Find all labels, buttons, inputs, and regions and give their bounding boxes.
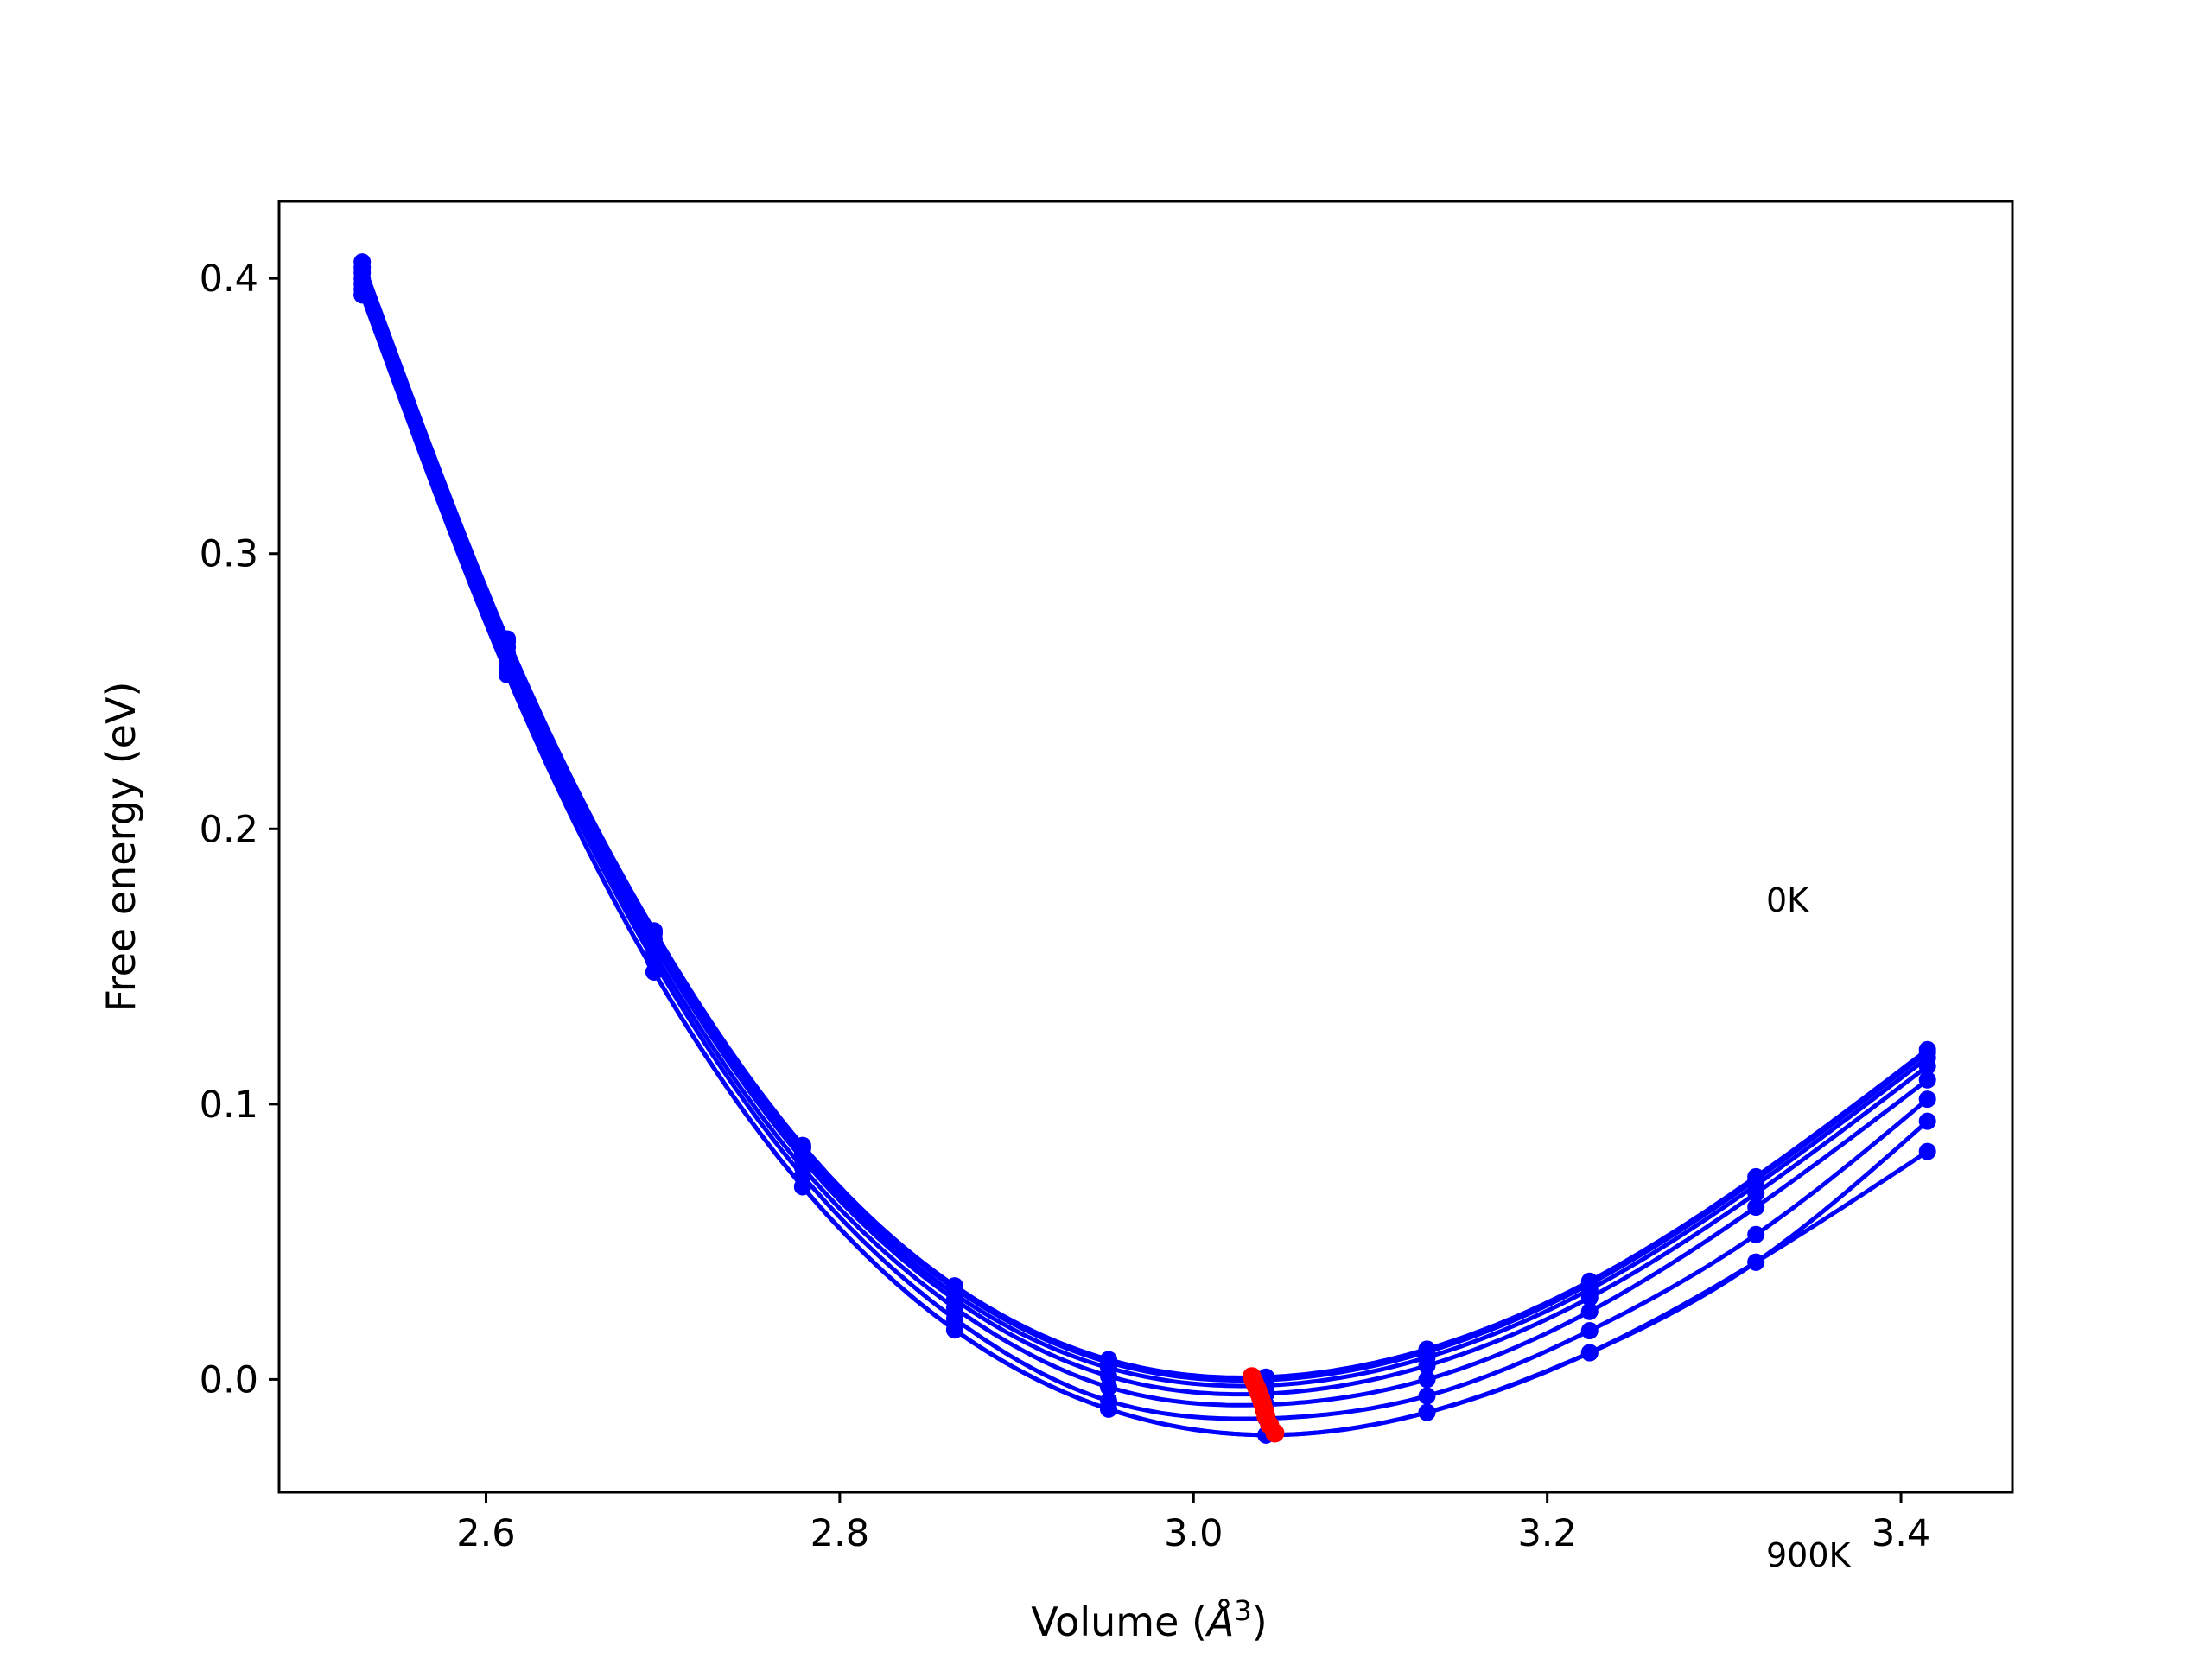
ticks-layer: 2.6 2.8 3.0 3.2 3.4 0.0 0.1 0.2 0.3 0.4: [200, 257, 1931, 1555]
series-6-point: [1580, 1322, 1599, 1339]
y-axis-label: Free energy (eV): [98, 682, 144, 1013]
plot-frame: [277, 200, 2014, 1494]
x-tick-label: 2.6: [456, 1512, 515, 1555]
y-tick-label: 0.1: [200, 1084, 258, 1127]
x-axis-label: Volume (Å3): [1031, 1594, 1267, 1645]
annotation-900k: 900K: [1766, 1536, 1852, 1574]
series-8-point: [353, 286, 372, 304]
series-8-point: [945, 1321, 963, 1339]
series-8-point: [645, 963, 663, 981]
series-4-point: [1580, 1288, 1599, 1306]
x-axis-label-unit: Å: [1205, 1599, 1234, 1645]
minimum-point: [1265, 1423, 1285, 1443]
series-5-point: [1418, 1370, 1436, 1389]
series-6-point: [1747, 1225, 1765, 1243]
series-7-point: [1918, 1112, 1936, 1130]
plot-background: [279, 201, 2012, 1492]
series-layer: [353, 253, 1936, 1444]
series-4-point: [1418, 1357, 1436, 1375]
series-6-point: [1918, 1090, 1936, 1109]
x-tick-label: 3.2: [1517, 1512, 1576, 1555]
series-5-point: [1100, 1378, 1117, 1396]
x-axis-label-sup: 3: [1234, 1594, 1251, 1627]
y-tick-label: 0.0: [200, 1358, 258, 1402]
y-tick-label: 0.2: [200, 808, 258, 851]
x-tick-label: 3.0: [1164, 1512, 1223, 1555]
series-5-point: [1580, 1302, 1599, 1320]
x-axis-label-text: Volume (: [1031, 1599, 1207, 1645]
x-axis-label-close: ): [1252, 1599, 1268, 1645]
series-8-point: [1100, 1400, 1117, 1418]
x-tick-label: 3.4: [1872, 1512, 1930, 1555]
series-8-point: [499, 665, 517, 683]
series-8-point: [793, 1178, 811, 1196]
x-tick-label: 2.8: [810, 1512, 869, 1555]
series-4-point: [1747, 1185, 1765, 1203]
annotation-0k: 0K: [1766, 881, 1809, 919]
series-8-point: [1918, 1142, 1936, 1160]
series-8-point: [1747, 1253, 1765, 1271]
series-8-point: [1580, 1344, 1599, 1362]
series-5-point: [1747, 1198, 1765, 1216]
minima-layer: [1242, 1367, 1285, 1443]
y-tick-label: 0.4: [200, 257, 258, 301]
series-4-point: [1918, 1057, 1936, 1075]
series-5-point: [1918, 1071, 1936, 1089]
series-8-point: [1418, 1403, 1436, 1421]
series-6-point: [1418, 1387, 1436, 1405]
y-tick-label: 0.3: [200, 533, 258, 576]
